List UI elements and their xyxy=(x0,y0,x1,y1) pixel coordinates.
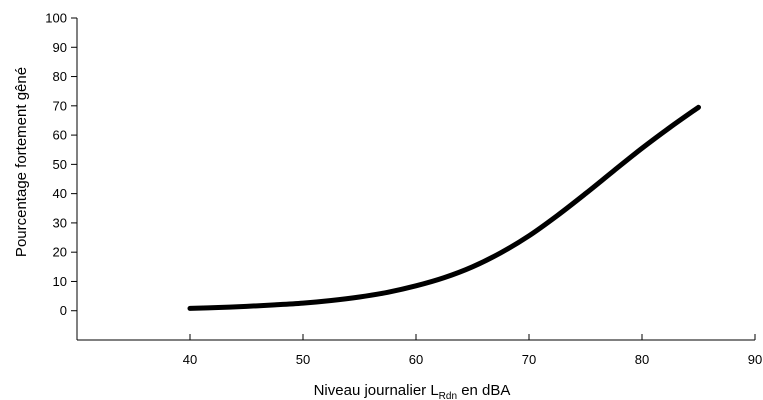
x-axis-label-subscript: Rdn xyxy=(439,391,457,400)
y-tick-label: 100 xyxy=(45,11,67,26)
y-tick-label: 50 xyxy=(53,157,67,172)
x-axis-label: Niveau journalier LRdn en dBA xyxy=(314,382,511,400)
x-tick-label: 40 xyxy=(183,352,197,367)
x-tick-label: 80 xyxy=(635,352,649,367)
x-axis-ticks: 40 50 60 70 80 90 xyxy=(183,334,762,367)
y-tick-label: 80 xyxy=(53,69,67,84)
y-tick-label: 60 xyxy=(53,128,67,143)
x-axis-label-prefix: Niveau journalier L xyxy=(314,382,439,399)
y-tick-label: 10 xyxy=(53,274,67,289)
x-tick-label: 60 xyxy=(409,352,423,367)
series-line xyxy=(187,104,701,311)
y-tick-label: 0 xyxy=(60,303,67,318)
x-tick-label: 70 xyxy=(522,352,536,367)
y-tick-label: 90 xyxy=(53,40,67,55)
series-layer xyxy=(187,104,701,311)
x-axis-label-suffix: en dBA xyxy=(457,382,510,399)
y-tick-label: 30 xyxy=(53,215,67,230)
x-tick-label: 90 xyxy=(748,352,762,367)
x-tick-label: 50 xyxy=(296,352,310,367)
y-tick-label: 40 xyxy=(53,186,67,201)
plot-area: 0 10 20 30 40 50 60 70 80 90 100 40 50 60 70 80 90 xyxy=(45,11,762,368)
y-axis-label: Pourcentage fortement gêné xyxy=(13,67,30,257)
y-tick-label: 70 xyxy=(53,98,67,113)
y-axis-ticks: 0 10 20 30 40 50 60 70 80 90 100 xyxy=(45,11,77,318)
y-tick-label: 20 xyxy=(53,245,67,260)
